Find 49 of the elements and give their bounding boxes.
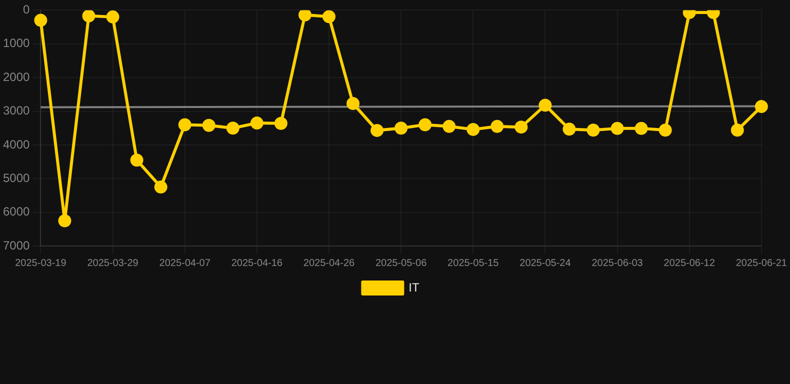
point bbox=[82, 10, 96, 22]
point bbox=[418, 118, 432, 132]
y-tick-label: 4000 bbox=[2, 137, 30, 152]
point bbox=[394, 122, 408, 135]
point bbox=[298, 10, 312, 22]
x-tick-label: 2025-04-07 bbox=[159, 258, 211, 269]
point bbox=[442, 120, 456, 133]
point bbox=[34, 14, 48, 27]
point bbox=[658, 124, 672, 137]
point bbox=[610, 122, 624, 135]
point bbox=[178, 118, 192, 132]
point bbox=[538, 98, 552, 112]
y-tick-label: 2000 bbox=[2, 70, 30, 84]
x-tick-label: 2025-06-03 bbox=[592, 258, 644, 269]
legend-label: IT bbox=[408, 280, 420, 294]
point bbox=[754, 100, 768, 114]
point bbox=[274, 116, 288, 130]
x-tick-label: 2025-03-29 bbox=[87, 258, 139, 269]
point bbox=[226, 122, 240, 135]
x-tick-label: 2025-06-12 bbox=[664, 258, 716, 269]
point bbox=[634, 122, 648, 135]
point bbox=[490, 120, 504, 133]
point bbox=[250, 116, 264, 130]
y-tick-label: 1000 bbox=[2, 36, 30, 50]
x-tick-label: 2025-04-16 bbox=[231, 258, 283, 269]
x-tick-label: 2025-05-15 bbox=[448, 258, 500, 269]
x-tick-label: 2025-06-21 bbox=[736, 258, 788, 269]
x-tick-label: 2025-03-19 bbox=[15, 258, 67, 269]
y-tick-label: 7000 bbox=[2, 238, 30, 252]
point bbox=[154, 180, 168, 194]
x-tick-label: 2025-05-06 bbox=[375, 258, 428, 269]
point bbox=[58, 214, 72, 228]
point bbox=[106, 10, 120, 24]
point bbox=[202, 118, 216, 132]
y-tick-label: 5000 bbox=[2, 170, 30, 185]
x-tick-label: 2025-05-24 bbox=[520, 258, 572, 269]
x-tick-label: 2025-04-26 bbox=[303, 258, 355, 269]
point bbox=[730, 124, 744, 137]
y-tick-label: 0 bbox=[23, 2, 30, 17]
point bbox=[130, 154, 144, 167]
point bbox=[346, 97, 360, 110]
y-tick-label: 6000 bbox=[2, 204, 30, 219]
point bbox=[322, 10, 336, 24]
point bbox=[466, 122, 480, 136]
y-tick-label: 3000 bbox=[2, 104, 30, 118]
point bbox=[370, 124, 384, 137]
point bbox=[586, 124, 600, 137]
point bbox=[562, 122, 576, 136]
point bbox=[514, 120, 528, 134]
